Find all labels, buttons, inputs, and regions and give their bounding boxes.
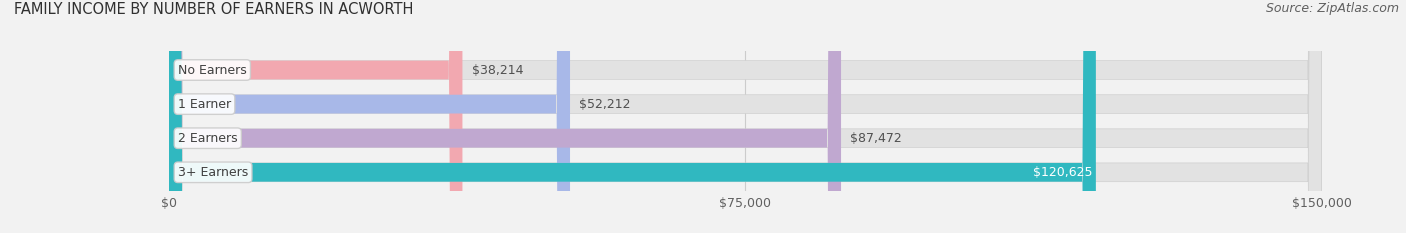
Text: 1 Earner: 1 Earner <box>179 98 231 111</box>
FancyBboxPatch shape <box>169 0 1322 233</box>
Text: Source: ZipAtlas.com: Source: ZipAtlas.com <box>1265 2 1399 15</box>
FancyBboxPatch shape <box>169 0 1095 233</box>
FancyBboxPatch shape <box>169 0 569 233</box>
Text: FAMILY INCOME BY NUMBER OF EARNERS IN ACWORTH: FAMILY INCOME BY NUMBER OF EARNERS IN AC… <box>14 2 413 17</box>
FancyBboxPatch shape <box>169 0 1322 233</box>
FancyBboxPatch shape <box>169 0 1322 233</box>
Text: $120,625: $120,625 <box>1032 166 1092 179</box>
Text: $52,212: $52,212 <box>579 98 631 111</box>
FancyBboxPatch shape <box>169 0 841 233</box>
FancyBboxPatch shape <box>169 0 463 233</box>
Text: 3+ Earners: 3+ Earners <box>179 166 249 179</box>
Text: $87,472: $87,472 <box>851 132 903 145</box>
Text: $38,214: $38,214 <box>471 64 523 76</box>
FancyBboxPatch shape <box>169 0 1322 233</box>
Text: No Earners: No Earners <box>179 64 246 76</box>
Text: 2 Earners: 2 Earners <box>179 132 238 145</box>
